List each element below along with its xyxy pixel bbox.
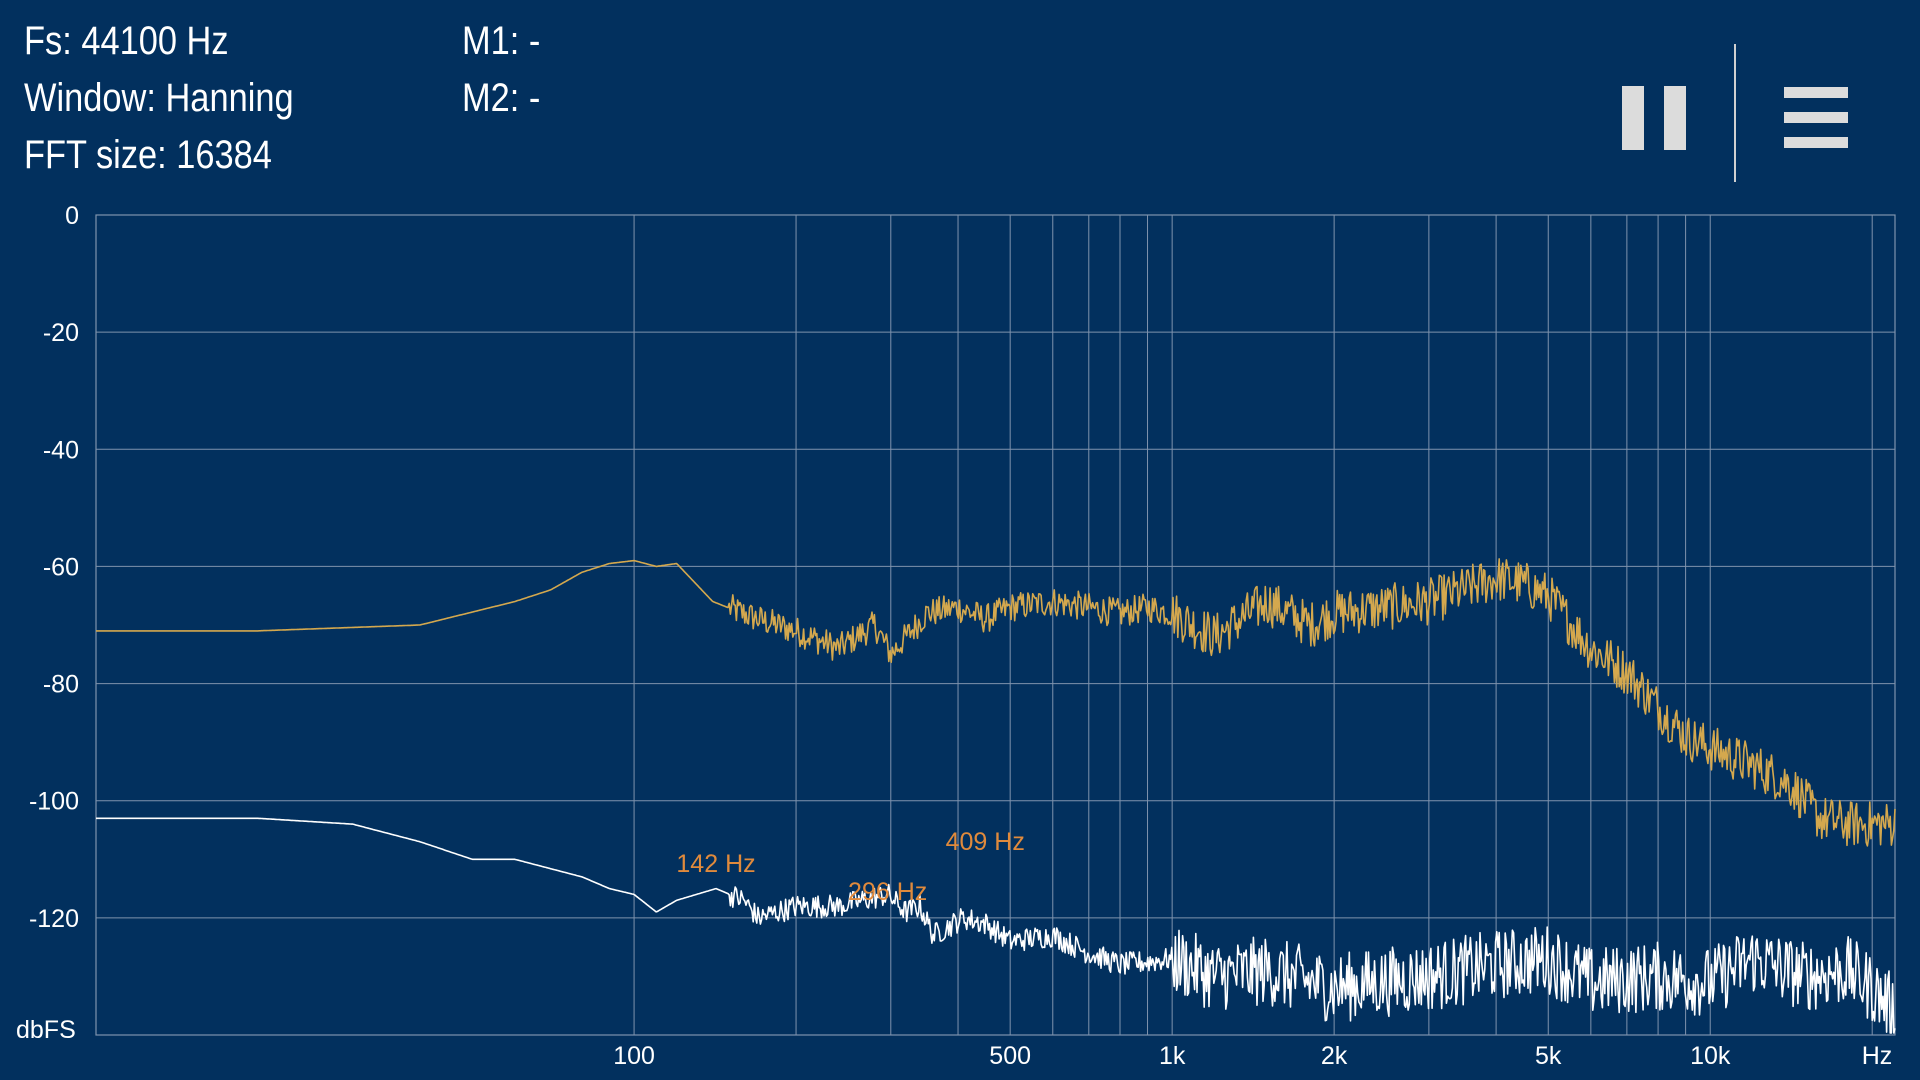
sample-rate-label: Fs: 44100 Hz (24, 19, 229, 63)
peak-frequency-label: 409 Hz (946, 828, 1025, 856)
marker-2-label: M2: - (462, 76, 541, 120)
spectrum-line-current (96, 817, 1896, 1034)
info-panel-left: Fs: 44100 Hz Window: Hanning FFT size: 1… (24, 13, 294, 184)
x-tick-label: 100 (613, 1042, 655, 1070)
y-tick-label: -120 (29, 905, 79, 933)
window-function-label: Window: Hanning (24, 76, 294, 120)
pause-button[interactable] (1622, 86, 1686, 150)
y-tick-label: -40 (43, 436, 79, 464)
spectrum-line-peak (96, 558, 1896, 847)
info-panel-markers: M1: - M2: - (462, 13, 540, 127)
peak-frequency-label: 296 Hz (848, 878, 927, 906)
grid-lines (95, 214, 1896, 1036)
x-tick-label: 500 (989, 1042, 1031, 1070)
x-tick-label: 5k (1535, 1042, 1562, 1070)
toolbar-divider (1734, 44, 1736, 182)
y-tick-label: -80 (43, 671, 79, 699)
plot-frame (95, 214, 1896, 1036)
y-tick-label: -100 (29, 788, 79, 816)
marker-1-label: M1: - (462, 19, 541, 63)
menu-button[interactable] (1784, 87, 1848, 149)
x-tick-label: 2k (1321, 1042, 1348, 1070)
fft-size-label: FFT size: 16384 (24, 133, 272, 177)
y-tick-label: -20 (43, 319, 79, 347)
y-tick-label: -60 (43, 553, 79, 581)
series-layer (96, 558, 1896, 1034)
x-axis-unit-label: Hz (1862, 1042, 1893, 1070)
axis-labels: 0 -20 -40 -60 -80 -100 -120 dbFS 100 500 1k 2k 5k 10k… (16, 202, 1892, 1070)
peak-frequency-label: 142 Hz (676, 850, 755, 878)
x-tick-label: 10k (1690, 1042, 1731, 1070)
y-axis-unit-label: dbFS (16, 1016, 76, 1044)
x-tick-label: 1k (1159, 1042, 1186, 1070)
y-tick-label: 0 (65, 202, 79, 230)
